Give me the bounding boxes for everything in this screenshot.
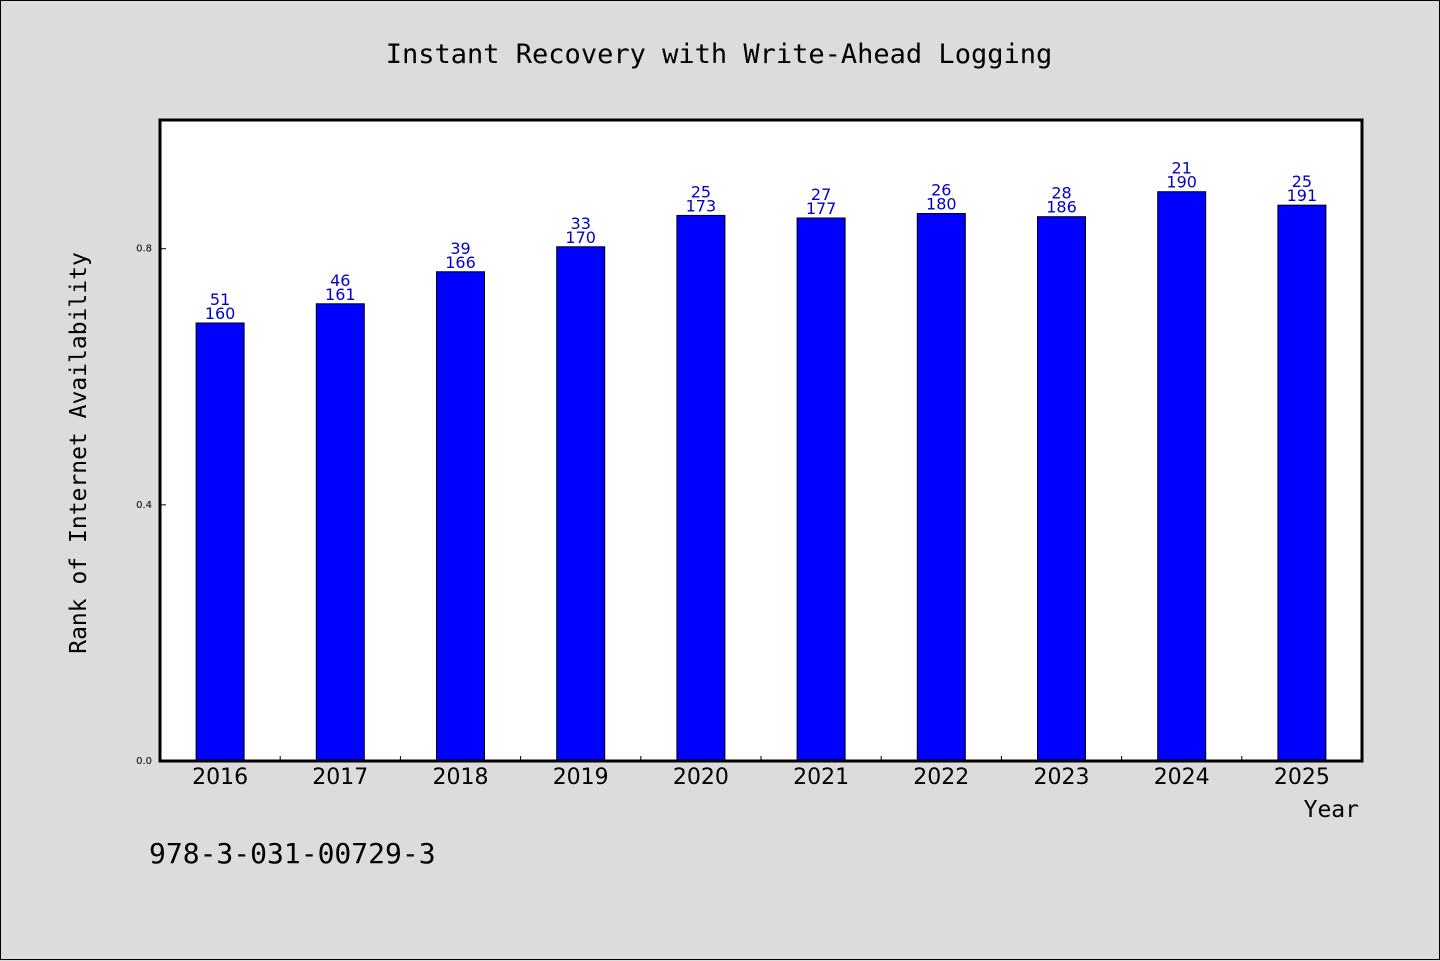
bar-2019	[557, 247, 605, 761]
y-tick-label-0.0: 0.0	[136, 756, 152, 767]
bar-2016	[196, 323, 244, 761]
bar-label-top-2017: 46	[330, 271, 350, 290]
x-tick-label-2020: 2020	[673, 765, 729, 790]
bar-label-top-2016: 51	[210, 290, 230, 309]
bar-2024	[1158, 192, 1206, 761]
bar-label-top-2022: 26	[931, 180, 951, 199]
bar-label-top-2021: 27	[811, 185, 831, 204]
bar-label-top-2018: 39	[450, 239, 470, 258]
x-tick-label-2021: 2021	[793, 765, 849, 790]
x-axis-label: Year	[1304, 797, 1359, 823]
bar-label-top-2020: 25	[691, 182, 711, 201]
isbn-footer: 978-3-031-00729-3	[149, 837, 436, 870]
bar-label-top-2025: 25	[1292, 172, 1312, 191]
bar-2018	[437, 272, 485, 761]
bar-2022	[917, 213, 965, 761]
chart-title: Instant Recovery with Write-Ahead Loggin…	[386, 39, 1052, 70]
x-tick-label-2023: 2023	[1034, 765, 1090, 790]
bar-2023	[1038, 217, 1086, 761]
x-tick-label-2018: 2018	[433, 765, 489, 790]
bar-2021	[797, 218, 845, 761]
x-tick-label-2022: 2022	[913, 765, 969, 790]
x-tick-label-2024: 2024	[1154, 765, 1210, 790]
bar-label-top-2023: 28	[1051, 184, 1071, 203]
x-tick-label-2017: 2017	[312, 765, 368, 790]
y-axis-label: Rank of Internet Availability	[66, 252, 92, 654]
x-tick-label-2025: 2025	[1274, 765, 1330, 790]
x-tick-label-2019: 2019	[553, 765, 609, 790]
x-tick-label-2016: 2016	[192, 765, 248, 790]
y-tick-label-0.8: 0.8	[136, 244, 152, 255]
bar-label-top-2019: 33	[571, 214, 591, 233]
bar-2025	[1278, 205, 1326, 761]
bar-2020	[677, 215, 725, 761]
bar-2017	[316, 304, 364, 761]
y-tick-label-0.4: 0.4	[136, 500, 152, 511]
bar-label-top-2024: 21	[1172, 159, 1192, 178]
